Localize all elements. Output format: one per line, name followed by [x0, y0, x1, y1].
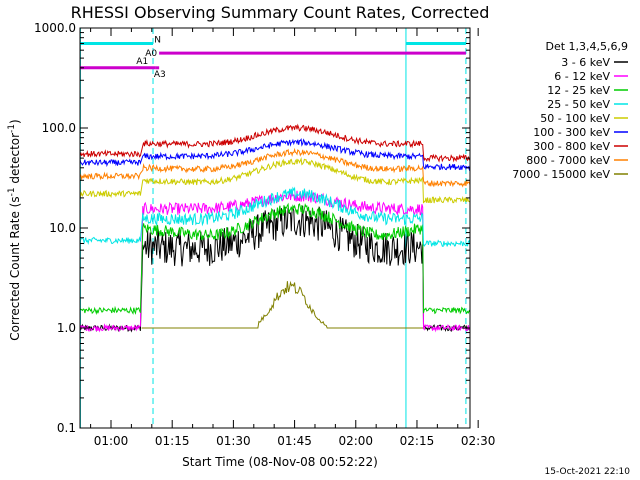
y-tick-label: 0.1 — [57, 421, 76, 435]
series-line — [79, 205, 471, 333]
y-axis-label-part3: ) — [8, 119, 22, 124]
series-12-25keV — [79, 202, 471, 316]
legend-entry-label: 6 - 12 keV — [554, 70, 610, 83]
svg-text:Corrected Count Rate (s-1 dete: Corrected Count Rate (s-1 detector-1) — [7, 119, 22, 340]
x-tick-label: 01:00 — [94, 434, 129, 448]
axes: 0.1 1.0 10.0 100.0 1000.0 01:00 01:15 01:30 01:4… — [34, 21, 495, 448]
legend-entry-label: 800 - 7000 keV — [526, 154, 610, 167]
legend-entry-label: 25 - 50 keV — [547, 98, 610, 111]
legend-entry-label: 300 - 800 keV — [533, 140, 610, 153]
y-axis-label-part2: detector — [8, 133, 22, 188]
series-300-800keV — [79, 123, 471, 163]
attenuator-flag-label: A1 — [136, 57, 148, 67]
x-tick-label: 01:15 — [155, 434, 190, 448]
series-line — [79, 123, 471, 163]
y-tick-label: 10.0 — [49, 221, 76, 235]
y-axis-label: Corrected Count Rate (s-1 detector-1) — [7, 119, 22, 340]
series-line — [79, 138, 471, 172]
night-flag-label: N — [154, 35, 161, 45]
y-tick-label: 1000.0 — [34, 21, 76, 35]
y-axis-label-part1: Corrected Count Rate (s — [8, 196, 22, 340]
footer-timestamp: 15-Oct-2021 22:10 — [545, 467, 631, 477]
series-7000-15000keV — [141, 280, 424, 329]
x-tick-label: 01:45 — [277, 434, 312, 448]
y-tick-label: 100.0 — [42, 121, 76, 135]
legend-entry-label: 3 - 6 keV — [561, 56, 610, 69]
series-layer — [79, 123, 471, 333]
x-axis-label: Start Time (08-Nov-08 00:52:22) — [182, 455, 378, 469]
chart-title: RHESSI Observing Summary Count Rates, Co… — [71, 3, 490, 22]
legend-entry-label: 100 - 300 keV — [533, 126, 610, 139]
y-axis-label-sup1: -1 — [7, 187, 17, 196]
attenuator0-flag-label: A0 — [145, 49, 157, 59]
x-tick-label: 02:00 — [338, 434, 373, 448]
legend-entry-label: 12 - 25 keV — [547, 84, 610, 97]
series-800-7000keV — [79, 147, 471, 188]
y-tick-label: 1.0 — [57, 321, 76, 335]
series-3-6keV — [79, 205, 471, 333]
legend-entry-label: 7000 - 15000 keV — [512, 168, 610, 181]
series-line — [79, 186, 471, 248]
y-axis-label-sup2: -1 — [7, 124, 17, 133]
series-25-50keV — [79, 186, 471, 248]
legend-title: Det 1,3,4,5,6,9 — [545, 40, 628, 53]
x-tick-label: 02:30 — [461, 434, 496, 448]
series-100-300keV — [79, 138, 471, 172]
x-tick-label: 02:15 — [400, 434, 435, 448]
series-6-12keV — [79, 190, 471, 333]
x-tick-label: 01:30 — [216, 434, 251, 448]
attenuator3-flag-label: A3 — [154, 70, 166, 80]
series-line — [79, 190, 471, 333]
series-line — [141, 280, 424, 329]
series-line — [79, 147, 471, 188]
legend-entry-label: 50 - 100 keV — [540, 112, 610, 125]
series-line — [79, 202, 471, 316]
series-50-100keV — [79, 157, 471, 204]
series-line — [79, 157, 471, 204]
